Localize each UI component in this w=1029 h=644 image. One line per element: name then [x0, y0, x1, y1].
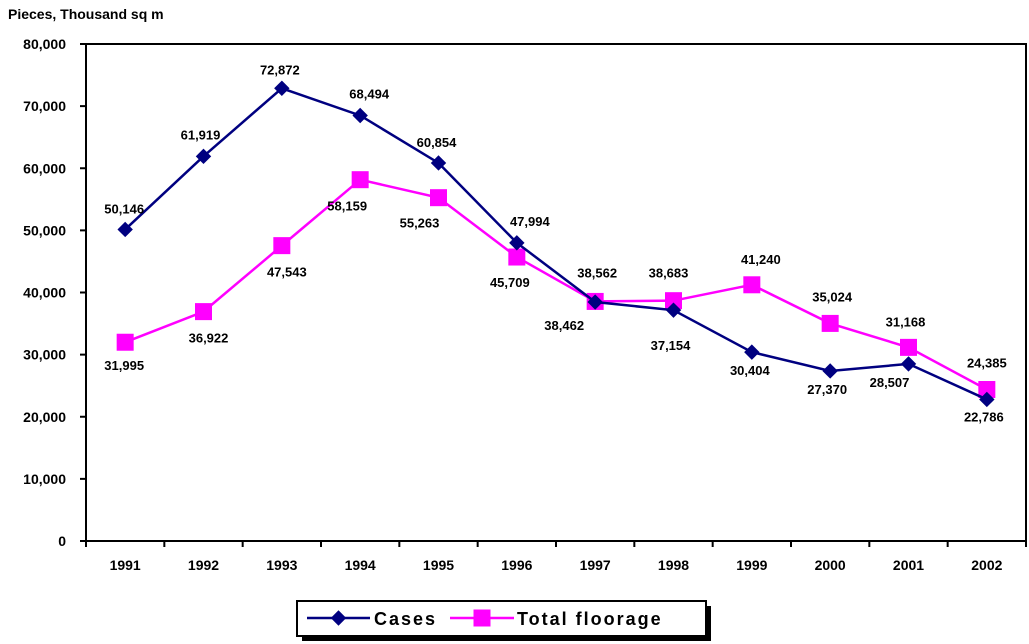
diamond-marker	[665, 302, 682, 318]
x-tick-label: 1991	[110, 557, 141, 573]
data-label: 38,683	[649, 266, 689, 281]
y-tick-label: 60,000	[23, 160, 66, 176]
data-label: 31,168	[886, 314, 926, 329]
square-marker	[116, 333, 134, 351]
x-tick-label: 1996	[501, 557, 532, 573]
x-tick-label: 2001	[893, 557, 924, 573]
series-layer	[116, 80, 996, 408]
data-label: 38,562	[577, 265, 617, 280]
y-tick-label: 30,000	[23, 347, 66, 363]
square-marker	[351, 171, 369, 189]
legend-diamond-marker	[330, 610, 347, 626]
diamond-marker	[744, 344, 760, 360]
x-tick-label: 2002	[971, 557, 1002, 573]
data-label: 47,543	[267, 265, 307, 280]
diamond-marker	[509, 235, 525, 251]
square-marker	[508, 248, 526, 266]
diamond-marker	[822, 363, 838, 379]
diamond-marker	[430, 155, 447, 171]
data-label: 38,462	[544, 318, 584, 333]
data-label: 55,263	[400, 216, 440, 231]
data-label: 60,854	[417, 135, 458, 150]
data-label: 27,370	[807, 382, 847, 397]
data-label: 28,507	[870, 375, 910, 390]
x-axis: 1991 1992 1993 1994 1995 1996 1997 1998 1999 2000…	[85, 541, 1027, 573]
data-label: 50,146	[104, 201, 144, 216]
diamond-marker	[900, 356, 917, 372]
square-marker	[430, 189, 447, 207]
series-line	[124, 178, 988, 391]
x-tick-label: 1997	[580, 557, 611, 573]
y-axis: 0 10,000 20,000 30,000 40,000 50,000 60,000 70,…	[23, 36, 86, 549]
series-total-floorage	[116, 171, 996, 399]
y-tick-label: 70,000	[23, 98, 66, 114]
data-label: 61,919	[181, 127, 221, 142]
legend-item-cases: Cases	[307, 609, 437, 629]
legend: Cases Total floorage	[296, 600, 711, 641]
y-tick-label: 10,000	[23, 471, 66, 487]
x-tick-label: 1998	[658, 557, 689, 573]
diamond-marker	[587, 294, 603, 310]
data-label: 72,872	[260, 62, 300, 77]
diamond-marker	[117, 221, 133, 238]
data-label: 68,494	[349, 86, 390, 101]
data-label: 22,786	[964, 409, 1004, 424]
data-label: 41,240	[741, 252, 781, 267]
legend-label: Cases	[374, 609, 437, 629]
y-tick-label: 20,000	[23, 409, 66, 425]
data-label: 24,385	[967, 356, 1007, 371]
x-tick-label: 2000	[815, 557, 846, 573]
diamond-marker	[274, 80, 290, 96]
series-cases	[117, 80, 995, 408]
data-labels: 50,146 61,919 72,872 68,494 60,854 47,994 38,4…	[104, 62, 1006, 424]
data-label: 37,154	[651, 338, 692, 353]
diamond-marker	[195, 148, 212, 165]
data-label: 30,404	[730, 363, 771, 378]
data-label: 36,922	[189, 331, 229, 346]
data-label: 31,995	[104, 358, 144, 373]
data-label: 45,709	[490, 275, 530, 290]
legend-item-total-floorage: Total floorage	[450, 609, 663, 629]
square-marker	[273, 237, 291, 255]
square-marker	[743, 276, 761, 294]
square-marker	[195, 303, 212, 321]
data-label: 58,159	[327, 199, 367, 214]
legend-square-marker	[473, 609, 491, 627]
y-tick-label: 40,000	[23, 285, 66, 301]
legend-label: Total floorage	[517, 609, 663, 629]
data-label: 35,024	[812, 289, 853, 304]
data-label: 47,994	[510, 214, 551, 229]
x-tick-label: 1999	[736, 557, 767, 573]
x-tick-label: 1993	[266, 557, 297, 573]
series-line	[124, 86, 988, 401]
y-tick-label: 50,000	[23, 222, 66, 238]
x-tick-label: 1994	[345, 557, 376, 573]
square-marker	[900, 338, 917, 356]
x-tick-label: 1992	[188, 557, 219, 573]
diamond-marker	[979, 391, 995, 408]
y-tick-label: 0	[58, 533, 66, 549]
y-tick-label: 80,000	[23, 36, 66, 52]
y-axis-title: Pieces, Thousand sq m	[8, 6, 164, 22]
x-tick-label: 1995	[423, 557, 454, 573]
square-marker	[821, 314, 839, 332]
diamond-marker	[352, 107, 368, 124]
